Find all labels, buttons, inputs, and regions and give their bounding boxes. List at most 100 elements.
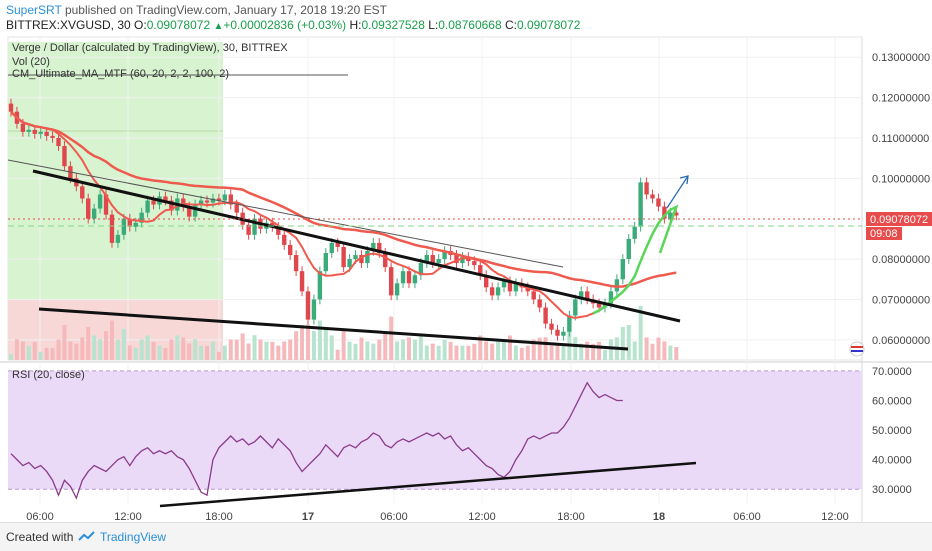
volume-bar [454, 345, 459, 360]
volume-bar [74, 343, 79, 360]
legend-volume: Vol (20) [12, 56, 50, 68]
volume-bar [80, 337, 85, 360]
volume-bar [543, 337, 548, 360]
candle-body [365, 250, 370, 264]
candle-body [26, 129, 32, 132]
rsi-tick-label: 50.0000 [872, 425, 912, 437]
y-tick-label: 0.12000000 [872, 93, 930, 105]
candle-body [181, 198, 186, 207]
volume-bar [603, 349, 607, 360]
candle-body [270, 222, 275, 227]
price-chart[interactable]: 0.13000000 0.12000000 0.11000000 0.10000000… [0, 0, 932, 522]
candle-body [38, 131, 43, 134]
volume-bar [549, 345, 554, 360]
footer: Created with TradingView [0, 522, 932, 551]
candle-body [145, 200, 150, 213]
volume-bar [306, 324, 310, 360]
candle-body [489, 287, 495, 296]
candle-body [531, 291, 536, 300]
candle-body [44, 131, 49, 136]
volume-bar [412, 339, 417, 360]
rsi-tick-label: 40.0000 [872, 455, 912, 467]
volume-bar [502, 341, 507, 360]
author-link[interactable]: SuperSRT [6, 3, 62, 17]
volume-bar [109, 320, 114, 360]
candle-body [323, 253, 329, 272]
volume-bar [496, 341, 501, 360]
volume-bar [644, 337, 649, 360]
volume-bar [401, 339, 406, 360]
candle-body [20, 123, 26, 132]
candle-body [353, 255, 358, 260]
candle-body [299, 271, 305, 292]
candle-body [608, 291, 614, 304]
volume-bar [365, 341, 370, 360]
volume-bar [341, 331, 346, 360]
tradingview-brand[interactable]: TradingView [100, 530, 167, 544]
volume-bar [300, 325, 305, 360]
candle-body [472, 261, 477, 266]
candle-body [282, 234, 287, 245]
x-tick-label: 06:00 [733, 511, 761, 522]
volume-bar [205, 345, 210, 360]
candle-body [311, 299, 317, 320]
candle-body [412, 275, 418, 284]
volume-bar [133, 347, 138, 360]
candle-body [454, 255, 459, 264]
trendline-thin [7, 159, 564, 268]
candle-body [133, 222, 138, 227]
candle-body [335, 242, 340, 247]
candle-body [139, 212, 144, 223]
x-tick-label: 06:00 [26, 511, 54, 522]
volume-bar [50, 347, 55, 360]
candle-body [187, 206, 192, 217]
candle-body [80, 186, 85, 199]
volume-bar [169, 339, 174, 360]
candle-body [561, 331, 566, 336]
candle-body [210, 198, 216, 203]
volume-bar [674, 347, 679, 360]
volume-bar [442, 339, 447, 360]
candle-body [430, 255, 435, 264]
volume-bar [448, 341, 453, 360]
volume-bar [270, 341, 275, 360]
candle-body [383, 253, 388, 268]
candle-body [596, 303, 602, 308]
green-zone [8, 42, 223, 300]
candle-body [62, 146, 67, 167]
up-triangle-icon: ▲ [213, 21, 224, 32]
candle-body [662, 206, 667, 219]
arrow-annotation [666, 175, 689, 209]
candle-body [359, 255, 364, 264]
trendline-upper [32, 169, 681, 323]
candle-body [341, 246, 346, 268]
candle-body [377, 242, 382, 254]
volume-bar [531, 339, 536, 360]
volume-bar [573, 337, 578, 360]
volume-bar [490, 343, 495, 360]
candle-body [525, 287, 530, 292]
volume-bar [597, 341, 602, 360]
rsi-line [10, 381, 623, 500]
countdown-badge [866, 227, 902, 240]
x-tick-label: 18 [653, 511, 665, 522]
close-value: 0.09078072 [517, 18, 581, 32]
candle-body [50, 135, 55, 138]
flag-icon-stripe [851, 346, 863, 348]
y-tick-label: 0.08000000 [872, 254, 930, 266]
volume-bar [632, 341, 637, 360]
volume-bar [62, 325, 67, 360]
candle-body [115, 234, 121, 243]
volume-bar [145, 335, 150, 360]
candle-body [543, 307, 548, 324]
volume-bar [216, 351, 221, 360]
volume-bar [585, 341, 590, 360]
x-tick-label: 12:00 [468, 511, 496, 522]
open-value: 0.09078072 [146, 18, 211, 32]
candle-body [371, 242, 376, 251]
volume-bar [460, 345, 465, 360]
volume-bar [175, 335, 180, 360]
candle-body [650, 194, 655, 199]
candle-body [638, 182, 643, 227]
candle-body [204, 200, 210, 203]
